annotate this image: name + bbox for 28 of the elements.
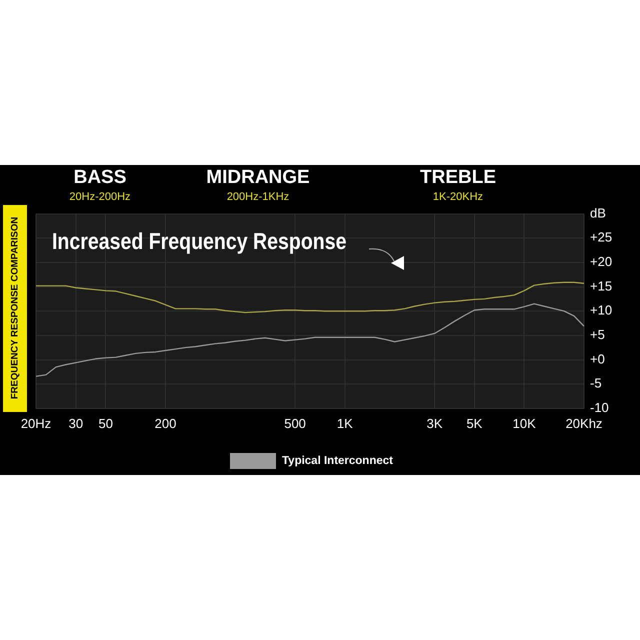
text: Increased Frequency Response (52, 228, 346, 255)
x-tick-label: 10K (512, 416, 536, 431)
y-tick-label: -10 (590, 400, 609, 415)
y-tick-label: +0 (590, 351, 605, 366)
y-tick-label: +20 (590, 254, 612, 270)
y-tick-label: +5 (590, 327, 605, 342)
x-tick-label: 200 (154, 416, 176, 431)
legend-label: Typical Interconnect (282, 455, 393, 467)
y-tick-label: +25 (590, 230, 612, 245)
x-tick-label: 3K (426, 416, 443, 431)
x-tick-label: 30 (68, 416, 84, 431)
y-axis-title: FREQUENCY RESPONSE COMPARISON (10, 216, 20, 400)
x-tick-label: 20Khz (566, 416, 602, 431)
y-tick-label: +15 (590, 278, 612, 294)
x-tick-label: 1K (336, 416, 354, 431)
y-tick-label: -5 (590, 376, 602, 391)
text: 1K-20KHz (432, 191, 484, 203)
text: TREBLE (419, 167, 497, 189)
x-tick-label: 5K (466, 416, 483, 431)
text: BASS (72, 167, 128, 189)
y-tick-label: dB (590, 205, 606, 220)
x-tick-label: 50 (98, 416, 113, 431)
x-tick-label: 20Hz (20, 416, 52, 431)
text: 20Hz-200Hz (68, 191, 132, 203)
text: MIDRANGE (205, 167, 311, 189)
text: 200Hz-1KHz (226, 191, 290, 203)
x-tick-label: 500 (284, 416, 306, 431)
y-tick-label: +10 (590, 302, 612, 318)
